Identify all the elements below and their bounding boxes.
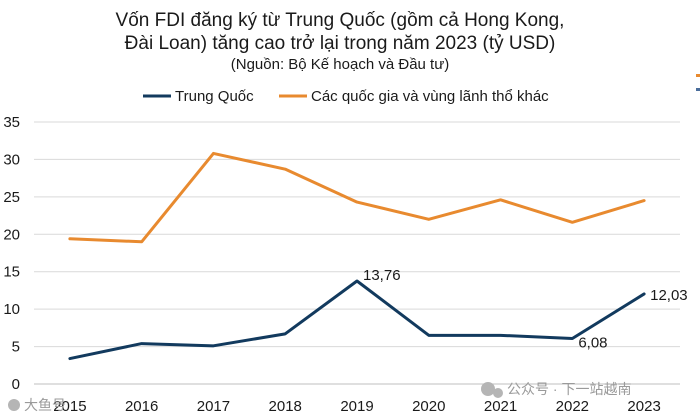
legend: Trung Quốc Các quốc gia và vùng lãnh thổ… (143, 88, 549, 105)
data-label-2019: 13,76 (363, 267, 401, 284)
y-tick-label-0: 0 (12, 376, 20, 393)
legend-label-cac-quoc-gia: Các quốc gia và vùng lãnh thổ khác (311, 88, 549, 105)
x-tick-label-2023: 2023 (627, 398, 660, 415)
x-tick-label-2021: 2021 (484, 398, 517, 415)
y-axis: 0 5 10 15 20 25 30 35 (3, 114, 20, 393)
x-tick-label-2015: 2015 (53, 398, 86, 415)
x-tick-label-2017: 2017 (197, 398, 230, 415)
series-line-cac-quoc-gia (68, 151, 646, 244)
edge-orange-mark (696, 74, 700, 77)
data-labels: 13,76 6,08 12,03 (363, 267, 688, 351)
chart-title-line-2: Đài Loan) tăng cao trở lại trong năm 202… (125, 33, 556, 54)
data-label-2022: 6,08 (578, 334, 607, 351)
chart-subtitle: (Nguồn: Bộ Kế hoạch và Đầu tư) (231, 56, 450, 73)
x-axis: 2015 2016 2017 2018 2019 2020 2021 2022 2023 (34, 383, 680, 415)
y-tick-label-25: 25 (3, 189, 20, 206)
legend-label-trung-quoc: Trung Quốc (175, 88, 254, 105)
watermark: 公众号 · 下一站越南 大鱼号 (8, 381, 631, 413)
y-tick-label-5: 5 (12, 339, 20, 356)
x-tick-label-2022: 2022 (556, 398, 589, 415)
edge-blue-mark (696, 88, 700, 91)
right-edge-artifacts (696, 74, 700, 91)
x-tick-label-2016: 2016 (125, 398, 158, 415)
watermark-text: 公众号 · 下一站越南 (507, 381, 631, 397)
x-tick-label-2020: 2020 (412, 398, 445, 415)
x-tick-label-2019: 2019 (340, 398, 373, 415)
y-tick-label-35: 35 (3, 114, 20, 131)
data-label-2023: 12,03 (650, 287, 688, 304)
wechat-icon-small (493, 388, 503, 398)
series-line-trung-quoc (68, 279, 646, 361)
x-tick-label-2018: 2018 (269, 398, 302, 415)
y-tick-label-30: 30 (3, 151, 20, 168)
y-tick-label-20: 20 (3, 226, 20, 243)
series (68, 151, 646, 361)
fish-icon (8, 399, 20, 411)
grid (34, 121, 680, 348)
watermark-corner-text: 大鱼号 (24, 397, 66, 413)
wechat-icon (481, 382, 495, 396)
y-tick-label-15: 15 (3, 264, 20, 281)
chart-title-line-1: Vốn FDI đăng ký từ Trung Quốc (gồm cả Ho… (116, 10, 565, 31)
y-tick-label-10: 10 (3, 301, 20, 318)
